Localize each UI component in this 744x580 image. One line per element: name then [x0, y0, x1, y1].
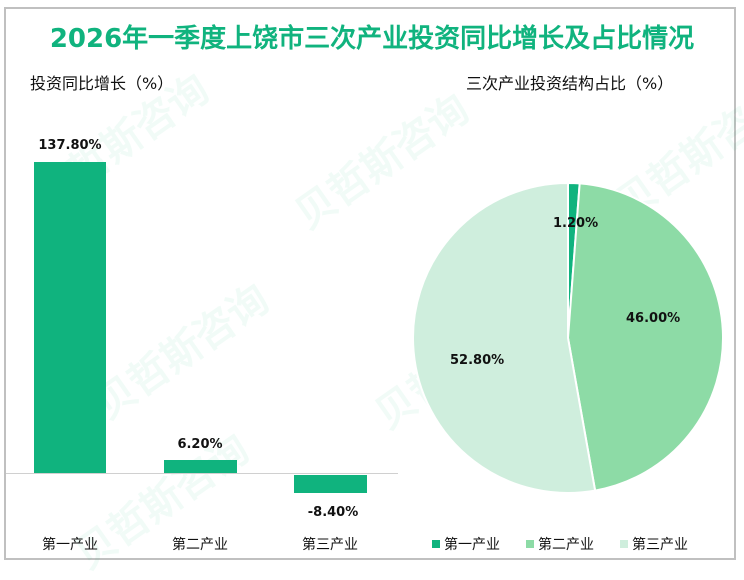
legend-item: 第二产业 — [526, 534, 594, 554]
pie-legend: 第一产业 第二产业 第三产业 — [432, 534, 688, 554]
bar-primary-industry — [34, 162, 106, 473]
legend-swatch-icon — [620, 540, 628, 548]
bar-chart-subtitle: 投资同比增长（%） — [30, 74, 174, 93]
bar-value-label: -8.40% — [307, 505, 359, 520]
legend-item: 第一产业 — [432, 534, 500, 554]
legend-swatch-icon — [432, 540, 440, 548]
pie-value-label: 52.80% — [450, 353, 505, 368]
legend-label: 第一产业 — [444, 537, 500, 553]
legend-label: 第三产业 — [632, 537, 688, 553]
zero-axis-line — [6, 473, 398, 474]
chart-title: 2026年一季度上饶市三次产业投资同比增长及占比情况 — [49, 24, 695, 54]
pie-value-label: 1.20% — [553, 216, 599, 231]
category-label: 第二产业 — [172, 537, 228, 553]
bar-secondary-industry — [164, 460, 237, 473]
pie-chart-subtitle: 三次产业投资结构占比（%） — [466, 74, 674, 93]
legend-swatch-icon — [526, 540, 534, 548]
legend-label: 第二产业 — [538, 537, 594, 553]
bar-value-label: 6.20% — [177, 437, 223, 452]
legend-item: 第三产业 — [620, 534, 688, 554]
category-label: 第三产业 — [302, 537, 358, 553]
bar-value-label: 137.80% — [38, 138, 102, 153]
pie-slice-tertiary — [412, 181, 597, 494]
pie-value-label: 46.00% — [626, 311, 681, 326]
category-label: 第一产业 — [42, 537, 98, 553]
pie-slice-secondary — [566, 182, 724, 492]
bar-tertiary-industry — [294, 475, 367, 493]
